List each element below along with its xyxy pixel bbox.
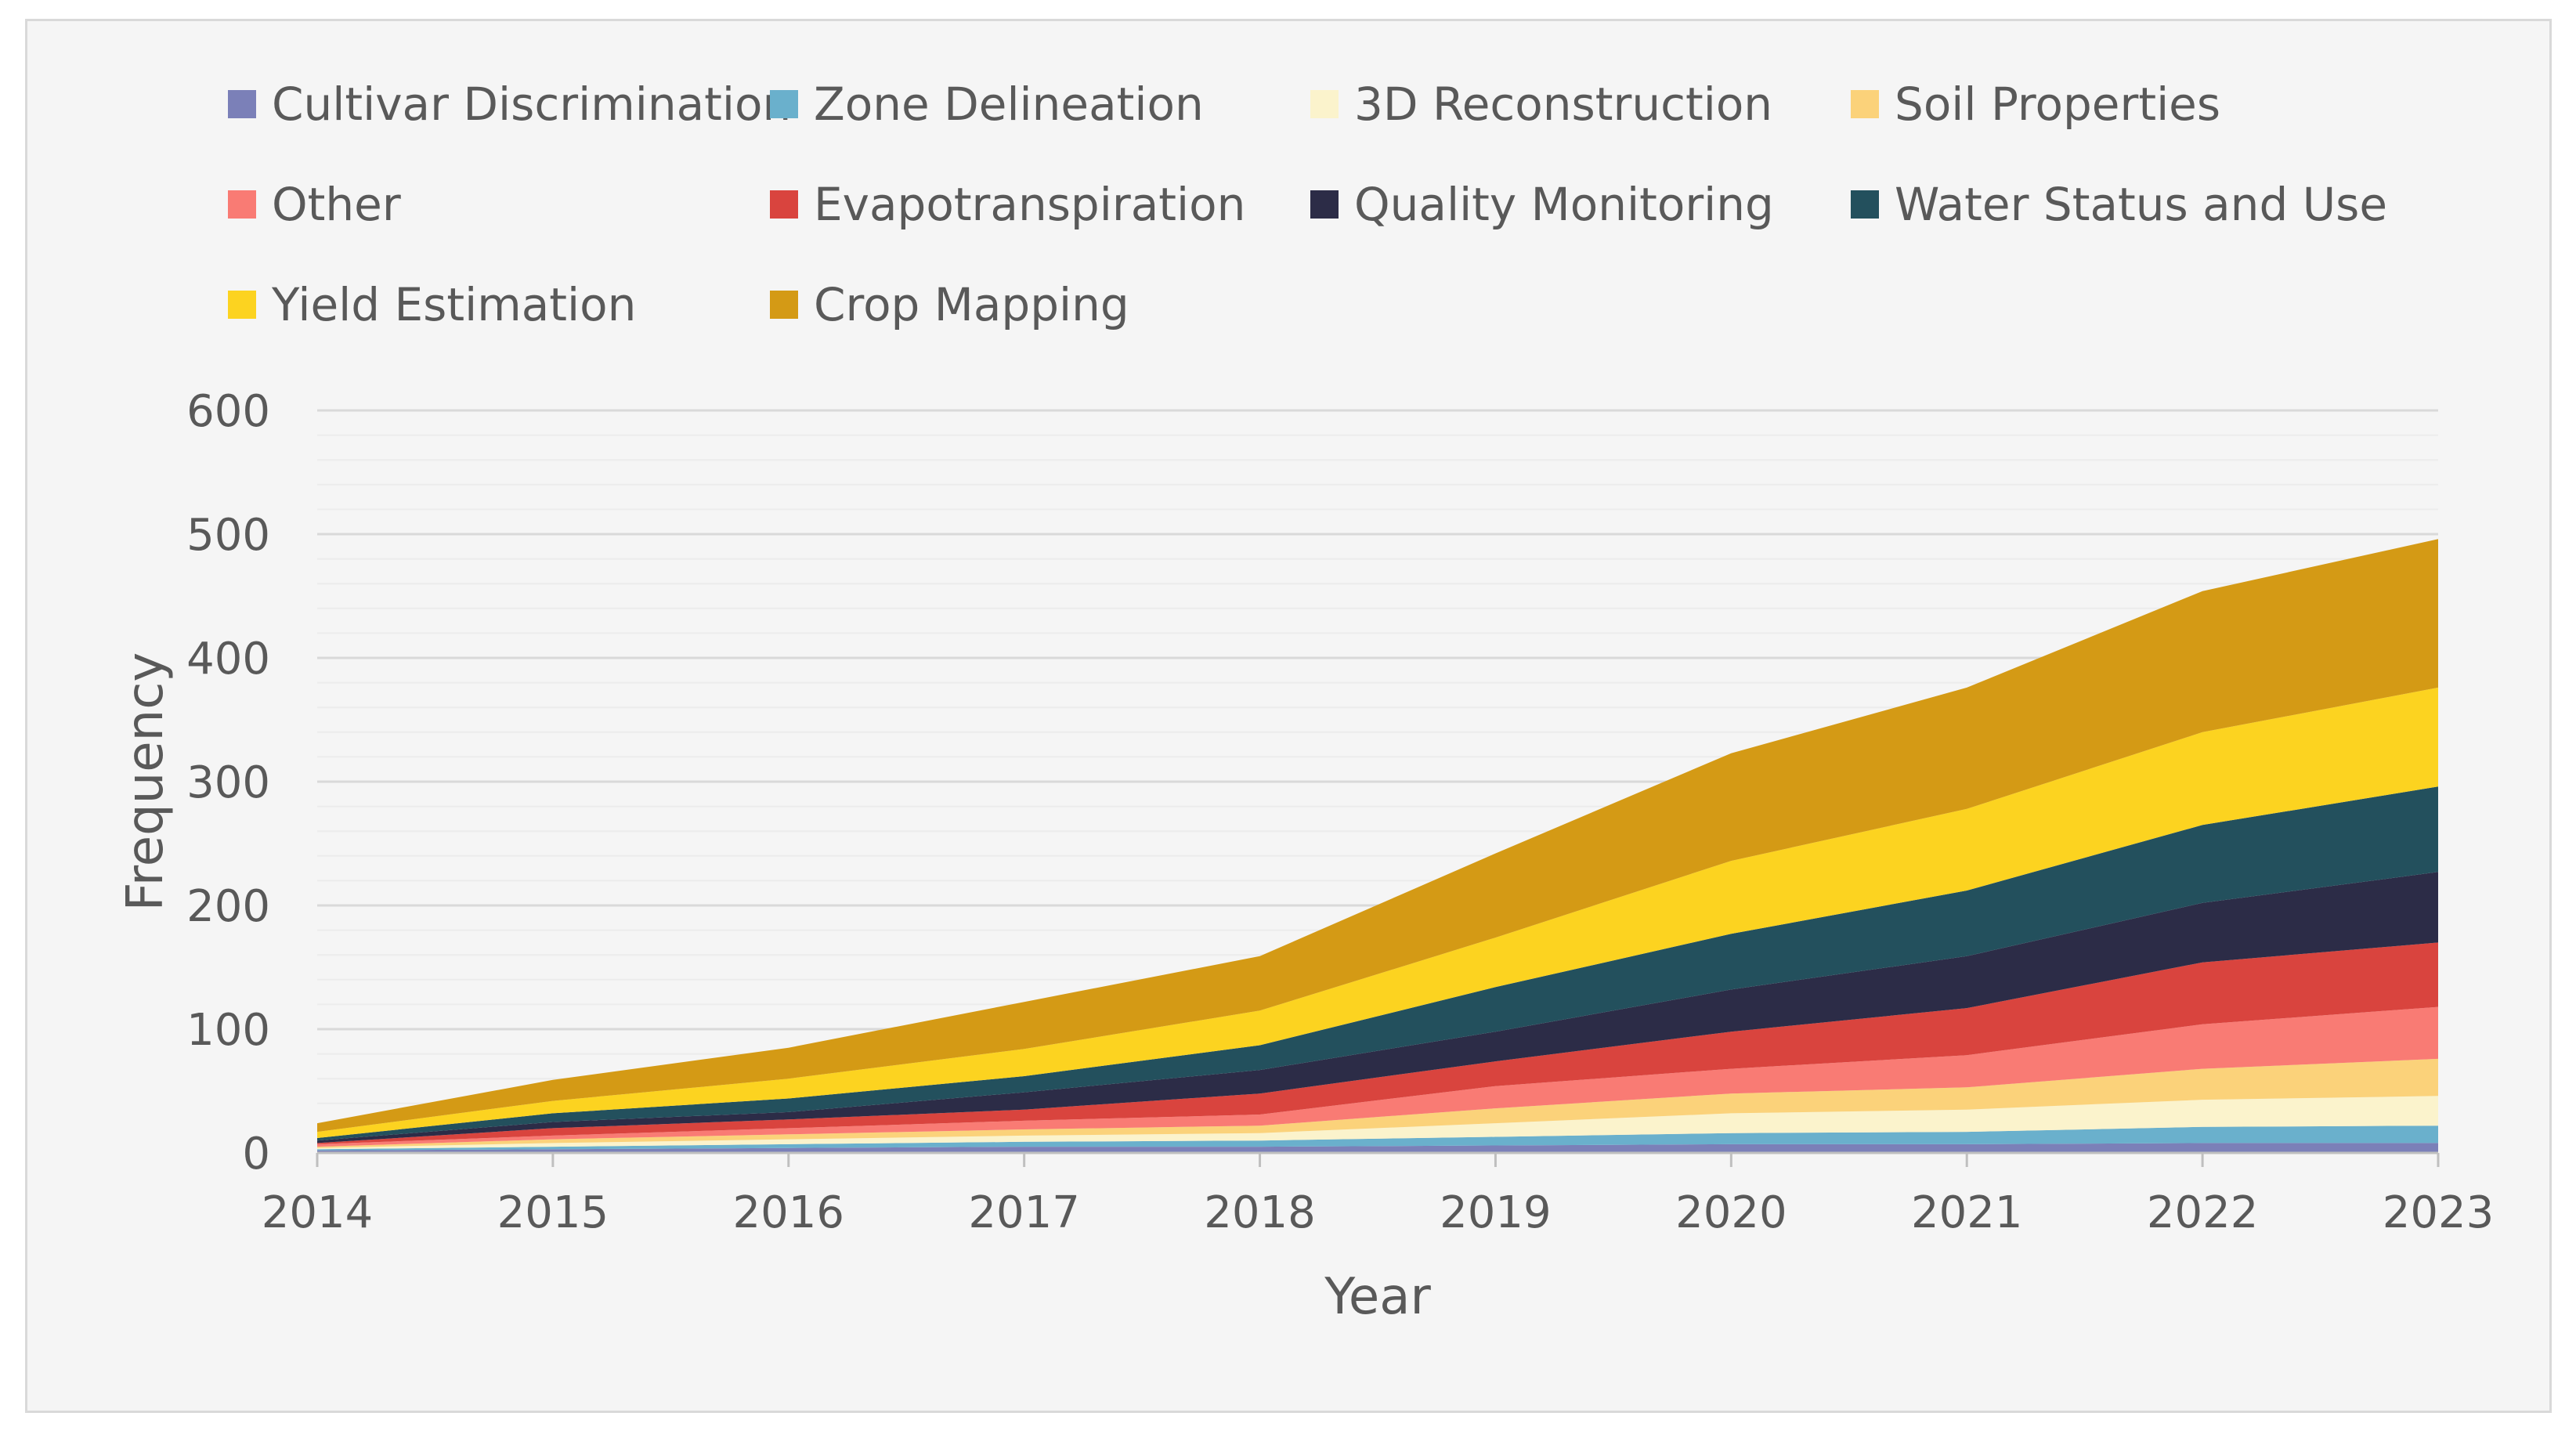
x-tick-label: 2019 — [1440, 1187, 1552, 1238]
x-tick-label: 2018 — [1204, 1187, 1316, 1238]
legend-label: Evapotranspiration — [814, 178, 1246, 231]
legend-swatch — [228, 291, 256, 319]
area-other — [317, 1006, 2438, 1147]
legend-swatch — [1851, 190, 1879, 219]
y-tick-label: 600 — [186, 386, 270, 437]
area-series — [317, 539, 2438, 1153]
y-tick-label: 500 — [186, 510, 270, 561]
x-tick-label: 2014 — [262, 1187, 374, 1238]
legend-label: Soil Properties — [1895, 78, 2221, 131]
area-3d-reconstruction — [317, 1096, 2438, 1150]
x-tick-label: 2017 — [968, 1187, 1080, 1238]
legend-swatch — [770, 291, 798, 319]
area-soil-properties — [317, 1058, 2438, 1148]
legend-item-evapotranspiration: Evapotranspiration — [770, 178, 1245, 231]
legend-item-water-status-and-use: Water Status and Use — [1851, 178, 2387, 231]
legend-label: 3D Reconstruction — [1354, 78, 1773, 131]
legend-label: Water Status and Use — [1895, 178, 2388, 231]
x-tick-label: 2022 — [2147, 1187, 2259, 1238]
y-tick-label: 0 — [242, 1129, 270, 1180]
legend-label: Zone Delineation — [814, 78, 1204, 131]
y-tick-label: 200 — [186, 881, 270, 932]
y-tick-label: 100 — [186, 1005, 270, 1056]
legend-label: Cultivar Discrimination — [272, 78, 792, 131]
legend-item-other: Other — [228, 178, 401, 231]
legend-item-cultivar-discrimination: Cultivar Discrimination — [228, 78, 791, 131]
y-tick-label: 400 — [186, 634, 270, 685]
area-zone-delineation — [317, 1125, 2438, 1151]
area-yield-estimation — [317, 687, 2438, 1138]
x-axis-title: Year — [1324, 1268, 1431, 1326]
legend-swatch — [1851, 90, 1879, 118]
x-tick-label: 2021 — [1911, 1187, 2023, 1238]
legend-label: Quality Monitoring — [1354, 178, 1774, 231]
x-axis: 2014 2015 2016 2017 2018 2019 2020 2021 2022 2023 — [262, 1151, 2495, 1238]
y-tick-label: 300 — [186, 757, 270, 808]
legend-item-3d-reconstruction: 3D Reconstruction — [1310, 78, 1772, 131]
chart-frame: Cultivar Discrimination Zone Delineation 3… — [25, 19, 2552, 1413]
x-tick-label: 2015 — [497, 1187, 609, 1238]
area-evapotranspiration — [317, 942, 2438, 1144]
legend-item-quality-monitoring: Quality Monitoring — [1310, 178, 1774, 231]
legend-swatch — [1310, 190, 1339, 219]
area-chart: 2014 2015 2016 2017 2018 2019 2020 2021 2022 2023… — [117, 386, 2495, 1326]
area-crop-mapping — [317, 539, 2438, 1133]
legend-swatch — [1310, 90, 1339, 118]
legend-item-yield-estimation: Yield Estimation — [228, 278, 636, 331]
legend-swatch — [770, 190, 798, 219]
legend-label: Other — [272, 178, 401, 231]
y-axis: 0 100 200 300 400 500 600 — [186, 386, 270, 1180]
x-tick-label: 2016 — [733, 1187, 845, 1238]
y-axis-title: Frequency — [117, 652, 175, 912]
legend-swatch — [770, 90, 798, 118]
legend-item-soil-properties: Soil Properties — [1851, 78, 2220, 131]
legend-item-zone-delineation: Zone Delineation — [770, 78, 1204, 131]
x-tick-label: 2020 — [1675, 1187, 1787, 1238]
x-tick-label: 2023 — [2383, 1187, 2495, 1238]
legend-swatch — [228, 190, 256, 219]
area-cultivar-discrimination — [317, 1143, 2438, 1153]
legend-swatch — [228, 90, 256, 118]
legend-label: Yield Estimation — [272, 278, 637, 331]
legend-label: Crop Mapping — [814, 278, 1129, 331]
area-water-status-and-use — [317, 786, 2438, 1141]
legend-item-crop-mapping: Crop Mapping — [770, 278, 1129, 331]
